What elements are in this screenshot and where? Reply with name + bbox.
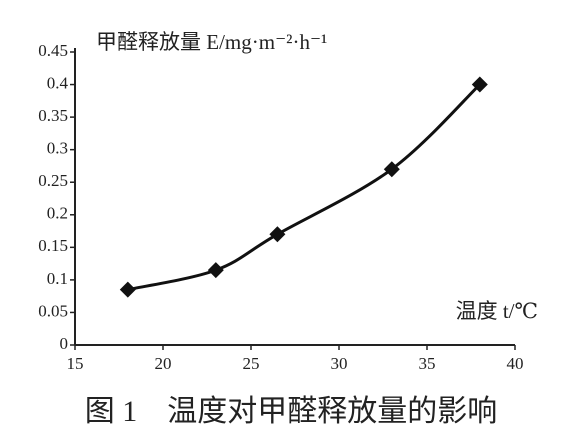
- data-line: [127, 83, 481, 292]
- x-tick-label: 15: [67, 354, 84, 373]
- x-tick-label: 30: [331, 354, 348, 373]
- x-axis-label: 温度 t/℃: [456, 299, 538, 323]
- marker: [269, 226, 286, 243]
- marker: [207, 262, 224, 279]
- x-tick-label: 35: [419, 354, 436, 373]
- y-tick-label: 0.4: [47, 73, 69, 92]
- y-tick-label: 0.3: [47, 139, 68, 158]
- x-tick-label: 25: [243, 354, 260, 373]
- y-tick-label: 0.15: [38, 236, 68, 255]
- y-tick-label: 0.25: [38, 171, 68, 190]
- chart-title: 图 1 温度对甲醛释放量的影响: [85, 395, 498, 428]
- y-tick-label: 0.35: [38, 106, 68, 125]
- marker: [119, 281, 136, 298]
- x-tick-label: 40: [507, 354, 524, 373]
- y-tick-label: 0.2: [47, 204, 68, 223]
- y-tick-label: 0.45: [38, 41, 68, 60]
- y-tick-label: 0: [60, 334, 69, 353]
- y-tick-label: 0.05: [38, 301, 68, 320]
- marker: [383, 161, 400, 178]
- x-tick-label: 20: [155, 354, 172, 373]
- marker: [471, 76, 488, 93]
- y-axis-label: 甲醛释放量 E/mg·m⁻²·h⁻¹: [96, 30, 327, 54]
- y-tick-label: 0.1: [47, 269, 68, 288]
